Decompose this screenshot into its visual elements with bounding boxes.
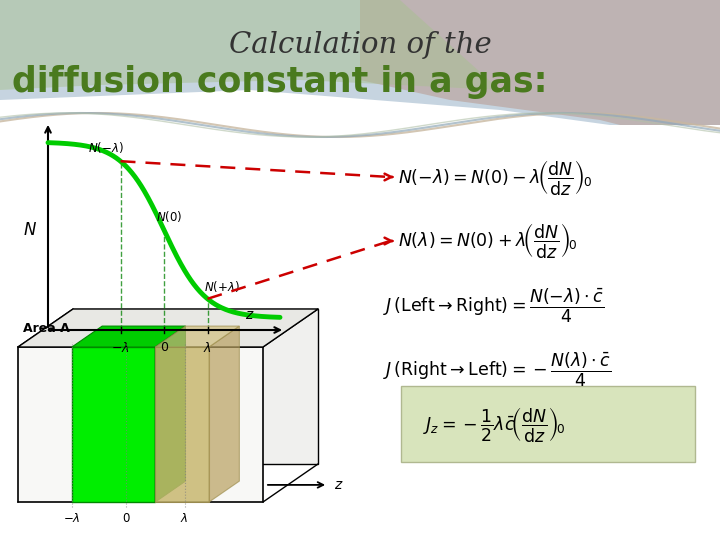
- Polygon shape: [72, 326, 186, 347]
- Text: $\lambda$: $\lambda$: [181, 512, 189, 525]
- Text: $N(-\lambda)=N(0)-\lambda\!\left(\dfrac{\mathrm{d}N}{\mathrm{d}z}\right)_{\!0}$: $N(-\lambda)=N(0)-\lambda\!\left(\dfrac{…: [398, 158, 592, 197]
- Text: $J\,(\mathrm{Right}\rightarrow\mathrm{Left})=-\dfrac{N(\lambda)\cdot\bar{c}}{4}$: $J\,(\mathrm{Right}\rightarrow\mathrm{Le…: [383, 351, 611, 389]
- Text: $\lambda$: $\lambda$: [203, 341, 212, 355]
- Polygon shape: [156, 347, 209, 502]
- Text: 0: 0: [160, 341, 168, 354]
- Text: $-\lambda$: $-\lambda$: [63, 512, 81, 525]
- Text: N: N: [24, 221, 36, 239]
- Polygon shape: [72, 347, 156, 502]
- Polygon shape: [0, 0, 720, 140]
- Text: $N(\lambda)=N(0)+\lambda\!\left(\dfrac{\mathrm{d}N}{\mathrm{d}z}\right)_{\!0}$: $N(\lambda)=N(0)+\lambda\!\left(\dfrac{\…: [398, 221, 577, 260]
- Text: diffusion constant in a gas:: diffusion constant in a gas:: [12, 65, 548, 99]
- Polygon shape: [0, 0, 500, 90]
- Text: $z$: $z$: [246, 308, 255, 322]
- Text: 0: 0: [122, 512, 130, 525]
- Polygon shape: [73, 309, 318, 464]
- Text: $z$: $z$: [334, 478, 343, 492]
- Text: $N(+\lambda)$: $N(+\lambda)$: [204, 279, 239, 294]
- Text: $J_z=-\dfrac{1}{2}\lambda\bar{c}\!\left(\dfrac{\mathrm{d}N}{\mathrm{d}z}\right)_: $J_z=-\dfrac{1}{2}\lambda\bar{c}\!\left(…: [423, 404, 566, 443]
- Polygon shape: [156, 326, 239, 347]
- Polygon shape: [156, 326, 186, 502]
- Text: Area A: Area A: [23, 322, 70, 335]
- Text: $N(0)$: $N(0)$: [156, 209, 182, 224]
- Bar: [0, 125, 720, 540]
- Polygon shape: [209, 326, 239, 502]
- Text: $-\lambda$: $-\lambda$: [111, 341, 130, 355]
- Polygon shape: [360, 0, 720, 150]
- Polygon shape: [18, 347, 263, 502]
- Text: Calculation of the: Calculation of the: [229, 31, 491, 59]
- Text: $J\,(\mathrm{Left}\rightarrow\mathrm{Right})=\dfrac{N(-\lambda)\cdot\bar{c}}{4}$: $J\,(\mathrm{Left}\rightarrow\mathrm{Rig…: [383, 287, 604, 325]
- Text: $N(-\lambda)$: $N(-\lambda)$: [89, 140, 125, 155]
- Polygon shape: [18, 309, 318, 347]
- FancyBboxPatch shape: [401, 386, 695, 462]
